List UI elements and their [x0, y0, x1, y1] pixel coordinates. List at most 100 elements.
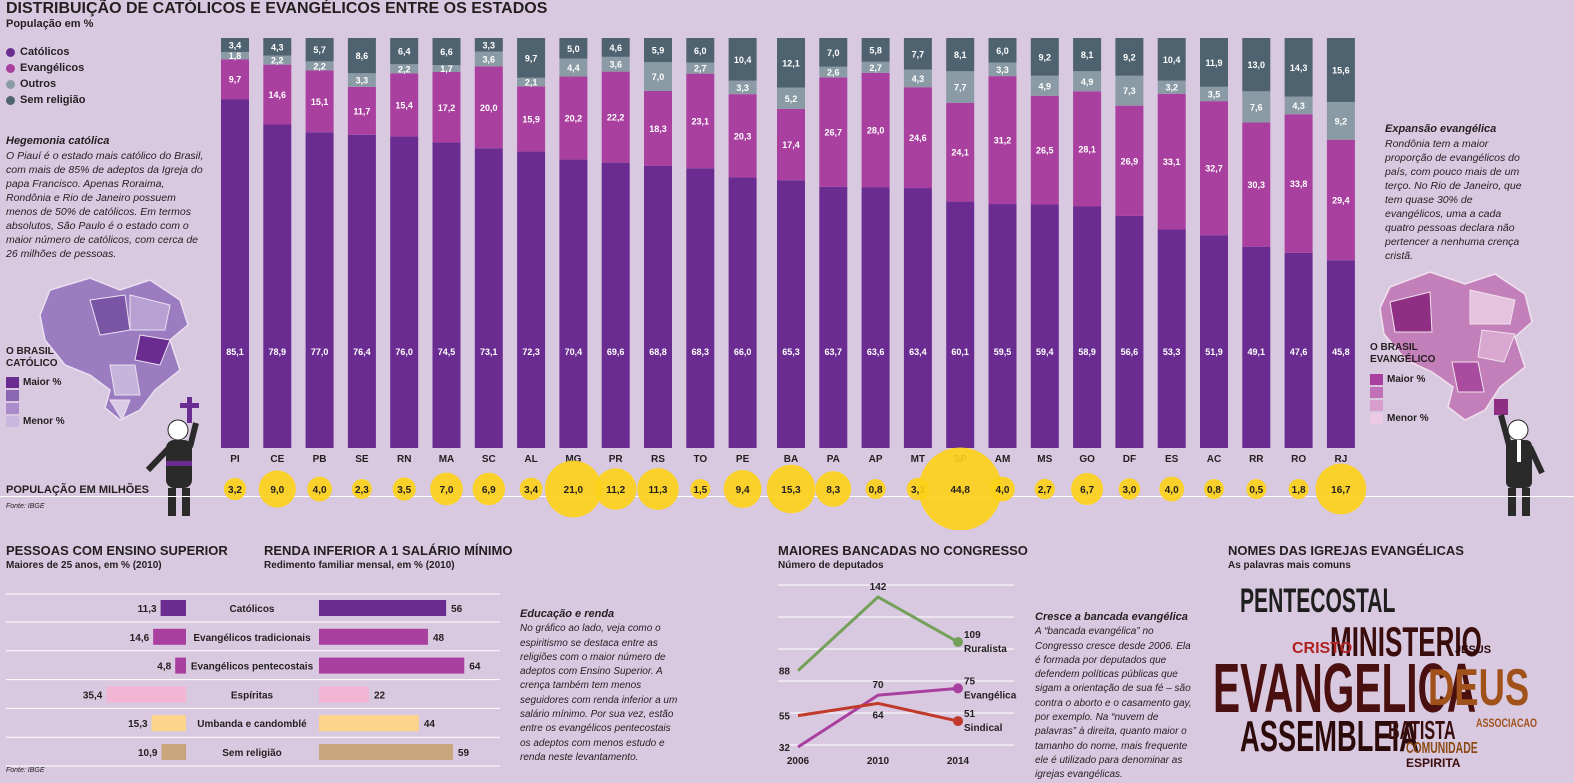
edu-bar — [106, 686, 186, 703]
population-value: 4,0 — [1165, 485, 1179, 496]
bar-segment-ap-2 — [861, 61, 890, 73]
bar-value-label: 74,5 — [438, 347, 456, 357]
income-bar — [319, 744, 453, 760]
edu-bar — [161, 744, 186, 760]
population-value: 0,5 — [1249, 485, 1263, 496]
bar-segment-ma-1 — [432, 72, 461, 143]
population-value: 1,8 — [1292, 485, 1306, 496]
bar-value-label: 59,5 — [994, 347, 1012, 357]
category-label: PI — [230, 454, 240, 465]
bar-value-label: 4,9 — [1081, 77, 1094, 87]
bar-value-label: 58,9 — [1078, 347, 1096, 357]
population-bubble — [430, 472, 463, 506]
bar-value-label: 66,0 — [734, 347, 752, 357]
bar-segment-df-0 — [1115, 215, 1144, 448]
bar-value-label: 11,7 — [353, 106, 370, 116]
bar-segment-rj-1 — [1326, 139, 1355, 261]
bar-segment-pr-1 — [601, 71, 630, 163]
bar-segment-pr-3 — [601, 38, 630, 57]
bar-value-label: 77,0 — [311, 347, 329, 357]
bar-value-label: 24,6 — [909, 133, 927, 143]
bar-segment-rj-0 — [1326, 260, 1355, 448]
brazil-catholic-map — [39, 277, 189, 422]
bar-segment-al-2 — [517, 77, 546, 87]
pastor-figure-icon — [1494, 399, 1545, 516]
bar-value-label: 26,5 — [1036, 146, 1054, 156]
edu-bar — [175, 657, 186, 674]
bar-value-label: 2,7 — [694, 64, 707, 74]
series-name-label: Evangélica — [964, 690, 1017, 701]
bar-value-label: 7,7 — [912, 49, 925, 59]
bar-segment-pr-0 — [601, 162, 630, 448]
bar-value-label: 9,2 — [1123, 52, 1136, 62]
bar-value-label: 9,7 — [525, 53, 538, 63]
population-bubble — [990, 476, 1015, 502]
bar-value-label: 9,2 — [1039, 52, 1052, 62]
stacked-bar-chart: 85,19,71,83,4PI3,278,914,62,24,3CE9,077,… — [221, 38, 1367, 530]
religion-label: Católicos — [229, 604, 274, 615]
x-tick-label: 2010 — [867, 756, 890, 767]
bar-segment-mg-1 — [559, 76, 588, 160]
bar-value-label: 23,1 — [692, 116, 710, 126]
line-value-label: 88 — [779, 667, 791, 678]
bar-value-label: 2,2 — [313, 61, 326, 71]
bar-value-label: 28,0 — [867, 126, 885, 136]
bar-segment-sp-3 — [946, 38, 975, 72]
line-value-label: 109 — [964, 630, 981, 641]
category-label: PE — [736, 454, 750, 465]
population-value: 3,0 — [1122, 485, 1136, 496]
bar-segment-rj-2 — [1326, 101, 1355, 140]
edu-note-body: No gráfico ao lado, veja como o espiriti… — [520, 623, 678, 763]
bar-segment-ma-0 — [432, 142, 461, 449]
bar-value-label: 1,7 — [440, 64, 453, 74]
bar-value-label: 3,2 — [1165, 83, 1178, 93]
population-value: 0,8 — [869, 485, 883, 496]
population-label: POPULAÇÃO EM MILHÕES — [6, 484, 150, 496]
income-bar — [319, 600, 447, 616]
bar-value-label: 63,7 — [825, 347, 843, 357]
bar-value-label: 3,3 — [996, 65, 1009, 75]
cloud-word-pentecostal: PENTECOSTAL — [1240, 582, 1396, 620]
bar-segment-go-3 — [1073, 38, 1102, 72]
bar-segment-mt-3 — [903, 38, 932, 70]
bar-value-label: 73,1 — [480, 347, 498, 357]
bar-value-label: 2,2 — [398, 64, 411, 74]
bar-value-label: 6,0 — [694, 46, 707, 56]
income-value: 59 — [458, 748, 470, 759]
population-bubble — [815, 471, 852, 507]
category-label: BA — [784, 454, 798, 465]
bar-value-label: 31,2 — [994, 136, 1012, 146]
population-value: 11,2 — [606, 485, 625, 496]
bar-value-label: 63,6 — [867, 347, 885, 357]
bar-segment-sc-3 — [474, 38, 503, 52]
brazil-evangelical-map — [1379, 271, 1533, 421]
bar-segment-es-0 — [1157, 229, 1186, 448]
bar-segment-go-2 — [1073, 71, 1102, 92]
population-bubble — [223, 477, 247, 501]
population-bubble — [1118, 478, 1141, 500]
population-value: 4,0 — [996, 485, 1010, 496]
bar-segment-ba-2 — [777, 87, 805, 109]
bar-value-label: 3,3 — [356, 76, 369, 86]
bar-segment-to-1 — [686, 73, 715, 169]
population-bubble — [1034, 478, 1055, 500]
bar-segment-ms-0 — [1030, 204, 1059, 448]
bar-value-label: 4,6 — [609, 43, 622, 53]
bar-value-label: 6,0 — [996, 46, 1009, 56]
bar-value-label: 2,2 — [271, 56, 284, 66]
bar-value-label: 5,7 — [313, 45, 326, 55]
bar-value-label: 59,4 — [1036, 347, 1054, 357]
bar-segment-mg-2 — [559, 58, 588, 77]
cloud-word-assembleia: ASSEMBLEIA — [1240, 712, 1419, 761]
ensino-title: PESSOAS COM ENSINO SUPERIOR — [6, 543, 228, 558]
population-bubble — [918, 447, 1002, 530]
population-value: 11,3 — [649, 485, 668, 496]
bar-segment-rn-1 — [390, 73, 419, 137]
income-bar — [319, 715, 419, 732]
ensino-subtitle: Maiores de 25 anos, em % (2010) — [6, 560, 162, 571]
bar-segment-se-2 — [347, 73, 376, 87]
bar-value-label: 32,7 — [1205, 164, 1223, 174]
bar-value-label: 7,0 — [652, 72, 665, 82]
category-label: GO — [1079, 454, 1095, 465]
source-top: Fonte: IBGE — [6, 503, 45, 510]
